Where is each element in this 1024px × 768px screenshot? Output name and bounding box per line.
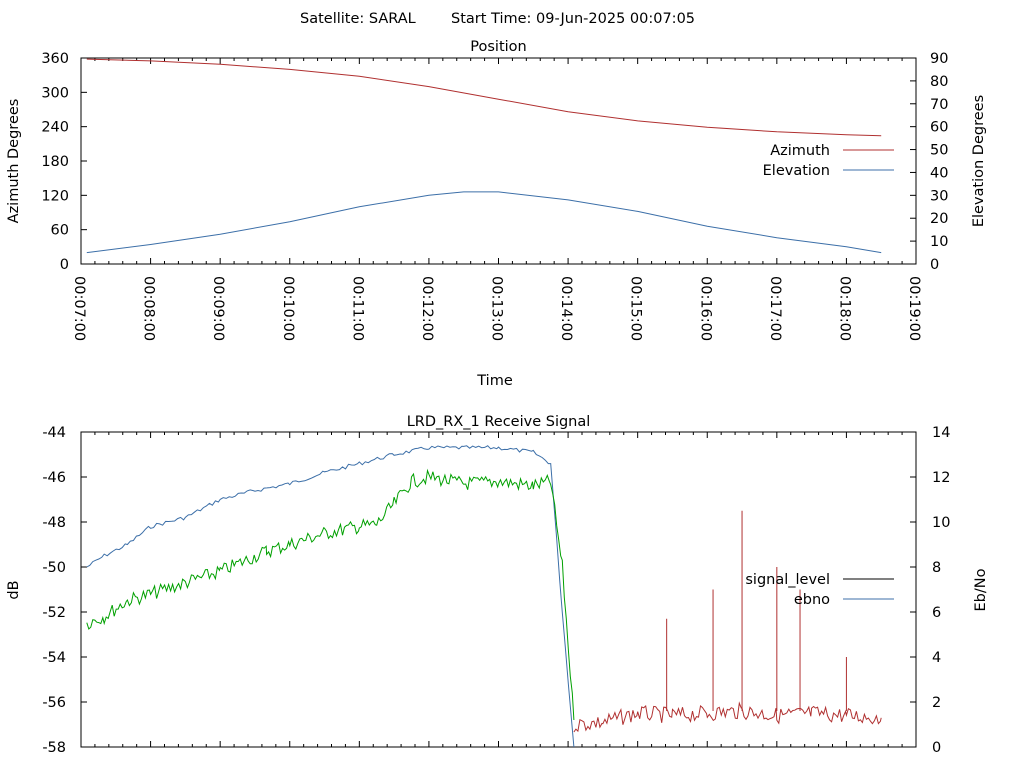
y-tick-label: -58 — [42, 740, 66, 756]
x-tick-label: 00:10:00 — [280, 276, 296, 341]
y-tick-label: -56 — [42, 695, 66, 711]
y2-tick-label: 2 — [932, 695, 941, 711]
x-tick-label: 00:18:00 — [836, 276, 852, 341]
x-tick-label: 00:08:00 — [141, 276, 157, 341]
plot-frame — [80, 431, 917, 748]
y-tick-label: -46 — [42, 470, 66, 486]
y2-tick-label: 0 — [932, 740, 941, 756]
legend-label-signal-level: signal_level — [745, 572, 830, 588]
y2-tick-label: 10 — [932, 515, 950, 531]
position-chart: Position 0 60 120 180 240 300 360 0 10 20 30 40 50 60 7… — [6, 39, 987, 389]
y2-tick-label: 30 — [930, 188, 948, 204]
y2-tick-label: 80 — [930, 74, 948, 90]
y-tick-label: 180 — [41, 154, 69, 170]
series-line-azimuth — [86, 58, 882, 137]
y-tick-label: 60 — [51, 223, 69, 239]
y2-tick-label: 60 — [930, 120, 948, 136]
y2-tick-label: 40 — [930, 165, 948, 181]
y2-axis-label: Elevation Degrees — [971, 95, 987, 227]
x-tick-label: 00:09:00 — [210, 276, 226, 341]
y2-tick-label: 10 — [930, 234, 948, 250]
y2-tick-label: 6 — [932, 605, 941, 621]
y-tick-label: -48 — [42, 515, 66, 531]
plot-frame — [80, 57, 917, 265]
y-tick-label: -52 — [42, 605, 66, 621]
y2-tick-label: 50 — [930, 143, 948, 159]
x-tick-label: 00:17:00 — [767, 276, 783, 341]
x-tick-label: 00:12:00 — [419, 276, 435, 341]
chart-title: Position — [470, 39, 526, 55]
y2-tick-label: 70 — [930, 97, 948, 113]
series-line-ebno — [86, 445, 575, 748]
y2-tick-label: 12 — [932, 470, 950, 486]
x-tick-label: 00:15:00 — [628, 276, 644, 341]
y2-tick-label: 14 — [932, 425, 950, 441]
y2-tick-label: 90 — [930, 51, 948, 67]
legend-label-azimuth: Azimuth — [770, 143, 830, 159]
series-line-elevation — [86, 191, 882, 254]
y-tick-label: 0 — [60, 257, 69, 273]
satellite-label: Satellite: SARAL — [300, 11, 416, 27]
y-tick-label: -54 — [42, 650, 66, 666]
x-tick-label: 00:13:00 — [489, 276, 505, 341]
series-line-signal-level-part2 — [573, 701, 882, 733]
start-time-label: Start Time: 09-Jun-2025 00:07:05 — [451, 11, 695, 27]
y-tick-label: -44 — [42, 425, 66, 441]
x-axis-label: Time — [476, 373, 513, 389]
y2-tick-label: 0 — [930, 257, 939, 273]
chart-title: LRD_RX_1 Receive Signal — [407, 414, 591, 430]
y2-tick-label: 4 — [932, 650, 941, 666]
x-tick-label: 00:19:00 — [906, 276, 922, 341]
y-tick-label: 120 — [41, 188, 69, 204]
legend-label-elevation: Elevation — [763, 163, 830, 179]
y-axis-label: dB — [6, 580, 22, 599]
y2-axis-label: Eb/No — [973, 568, 989, 611]
y2-tick-label: 20 — [930, 211, 948, 227]
receive-signal-chart: LRD_RX_1 Receive Signal -44 -46 -48 -50 -52 -5… — [6, 414, 989, 756]
x-tick-label: 00:14:00 — [558, 276, 574, 341]
y-tick-label: 240 — [41, 120, 69, 136]
x-tick-label: 00:16:00 — [697, 276, 713, 341]
y-axis-label: Azimuth Degrees — [6, 99, 22, 224]
legend-label-ebno: ebno — [794, 592, 830, 608]
y-tick-label: -50 — [42, 560, 66, 576]
y2-tick-label: 8 — [932, 560, 941, 576]
y-tick-label: 360 — [41, 51, 69, 67]
x-tick-label: 00:07:00 — [71, 276, 87, 341]
y-tick-label: 300 — [41, 85, 69, 101]
x-tick-label: 00:11:00 — [349, 276, 365, 341]
series-line-signal-level-part1 — [86, 468, 575, 721]
